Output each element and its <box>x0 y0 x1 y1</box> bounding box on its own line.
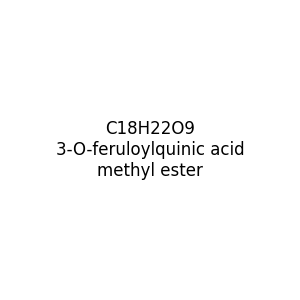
Text: C18H22O9
3-O-feruloylquinic acid
methyl ester: C18H22O9 3-O-feruloylquinic acid methyl … <box>56 120 244 180</box>
